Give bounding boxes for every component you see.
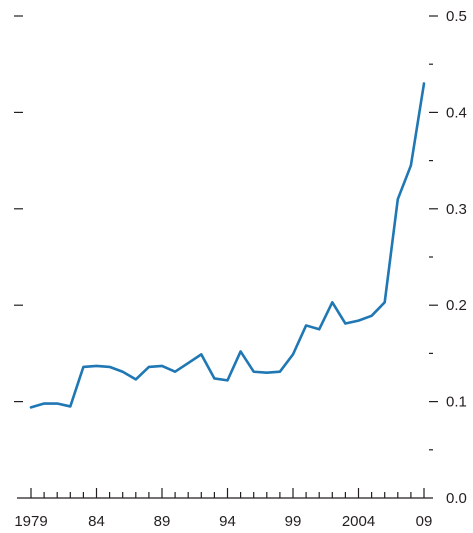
y-tick-label: 0.3: [446, 201, 467, 218]
y-tick-label: 0.5: [446, 8, 467, 25]
x-tick-label: 2004: [342, 513, 375, 530]
x-tick-label: 84: [88, 513, 105, 530]
series-layer: [29, 82, 426, 409]
x-axis-ticks: [30, 488, 425, 498]
y-tick-label: 0.4: [446, 104, 467, 121]
x-tick-label: 89: [154, 513, 171, 530]
x-tick-label: 1979: [14, 513, 47, 530]
y-axis-labels: 0.0 0.1 0.2 0.3 0.4 0.5: [446, 8, 467, 507]
x-axis-labels: 1979 84 89 94 99 2004 09: [14, 513, 432, 530]
x-tick-label: 99: [285, 513, 302, 530]
x-tick-label: 94: [219, 513, 236, 530]
y-tick-label: 0.2: [446, 297, 467, 314]
x-tick-label: 09: [416, 513, 433, 530]
right-axis-ticks: [429, 15, 438, 451]
y-tick-label: 0.1: [446, 394, 467, 411]
left-axis-ticks: [14, 15, 23, 403]
series-line: [29, 82, 426, 409]
y-tick-label: 0.0: [446, 490, 467, 507]
